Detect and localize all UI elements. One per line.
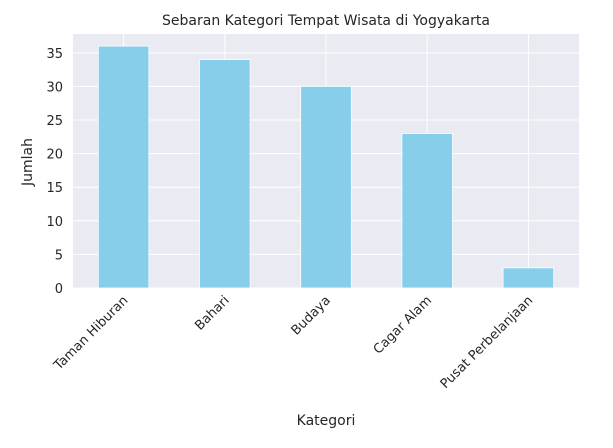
x-tick-label: Bahari: [192, 293, 232, 333]
bar-taman-hiburan: [97, 45, 150, 289]
x-tick-label: Budaya: [289, 293, 334, 338]
x-tick-label: Taman Hiburan: [51, 293, 132, 374]
bar-bahari: [199, 59, 251, 289]
y-tick-label: 15: [46, 181, 63, 196]
y-tick-label: 20: [46, 148, 63, 163]
y-tick-labels: 0 5 10 15 20 25 30 35: [46, 47, 63, 297]
y-tick-label: 10: [46, 215, 63, 230]
x-axis-label: Kategori: [297, 413, 356, 429]
chart-title: Sebaran Kategori Tempat Wisata di Yogyak…: [162, 13, 490, 29]
bars: [97, 45, 555, 289]
x-tick-label: Pusat Perbelanjaan: [438, 293, 537, 392]
bar-cagar-alam: [401, 133, 453, 289]
y-tick-label: 0: [55, 282, 63, 297]
x-tick-label: Cagar Alam: [371, 293, 435, 357]
y-axis-label: Jumlah: [20, 138, 36, 187]
y-tick-label: 35: [46, 47, 63, 62]
y-tick-label: 30: [46, 80, 63, 95]
x-tick-labels: Taman Hiburan Bahari Budaya Cagar Alam Pusat…: [51, 293, 537, 392]
bar-pusat-perbelanjaan: [502, 267, 555, 289]
bar-budaya: [300, 86, 352, 289]
y-tick-label: 5: [55, 248, 63, 263]
y-tick-label: 25: [46, 114, 63, 129]
